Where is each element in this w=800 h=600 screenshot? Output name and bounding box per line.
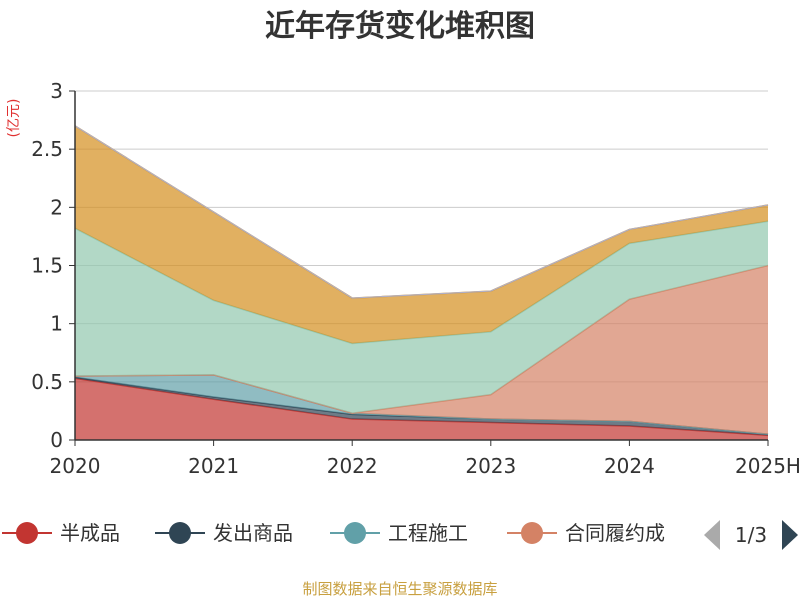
legend-prev-arrow-icon[interactable]: [704, 520, 720, 550]
chart-title: 近年存货变化堆积图: [265, 9, 535, 44]
legend: 半成品 发出商品 工程施工 合同履约成: [2, 521, 665, 545]
x-tick-label: 2020: [50, 454, 101, 478]
area-series-6: [75, 125, 768, 344]
area-total-outline: [74, 125, 769, 299]
x-tick-label: 2024: [604, 454, 655, 478]
legend-next-arrow-icon[interactable]: [782, 520, 798, 550]
legend-pager: 1/3: [704, 520, 798, 550]
x-axis-ticks: 2020 2021 2022 2023 2024 2025H: [50, 440, 800, 478]
legend-page-indicator: 1/3: [735, 523, 767, 547]
legend-item[interactable]: 合同履约成: [507, 521, 665, 545]
y-tick-label: 2: [50, 195, 63, 219]
legend-item[interactable]: 半成品: [2, 521, 120, 545]
y-tick-label: 1: [50, 312, 63, 336]
area-series-5: [75, 221, 768, 414]
y-tick-label: 0: [50, 428, 63, 452]
legend-item[interactable]: 发出商品: [155, 521, 293, 545]
x-tick-label: 2022: [327, 454, 378, 478]
area-series-3: [75, 374, 768, 435]
legend-label: 发出商品: [213, 521, 293, 545]
x-tick-label: 2021: [188, 454, 239, 478]
area-series-4: [75, 265, 768, 435]
legend-marker-icon: [521, 522, 543, 544]
legend-item[interactable]: 工程施工: [330, 521, 468, 545]
y-axis-unit-label: (亿元): [6, 99, 22, 138]
y-tick-label: 1.5: [31, 254, 63, 278]
y-axis-ticks: 0 0.5 1 1.5 2 2.5 3: [31, 79, 75, 452]
y-tick-label: 2.5: [31, 137, 63, 161]
x-tick-label: 2025H: [735, 454, 800, 478]
legend-marker-icon: [344, 522, 366, 544]
legend-label: 合同履约成: [565, 521, 665, 545]
legend-label: 工程施工: [388, 521, 468, 545]
x-tick-label: 2023: [465, 454, 516, 478]
y-tick-label: 0.5: [31, 370, 63, 394]
y-tick-label: 3: [50, 79, 63, 103]
data-source-note: 制图数据来自恒生聚源数据库: [302, 580, 497, 598]
legend-marker-icon: [169, 522, 191, 544]
legend-label: 半成品: [60, 521, 120, 545]
area-series-1: [75, 378, 768, 440]
legend-marker-icon: [16, 522, 38, 544]
area-series: [74, 125, 769, 440]
legend-items: 半成品 发出商品 工程施工 合同履约成: [2, 521, 665, 545]
